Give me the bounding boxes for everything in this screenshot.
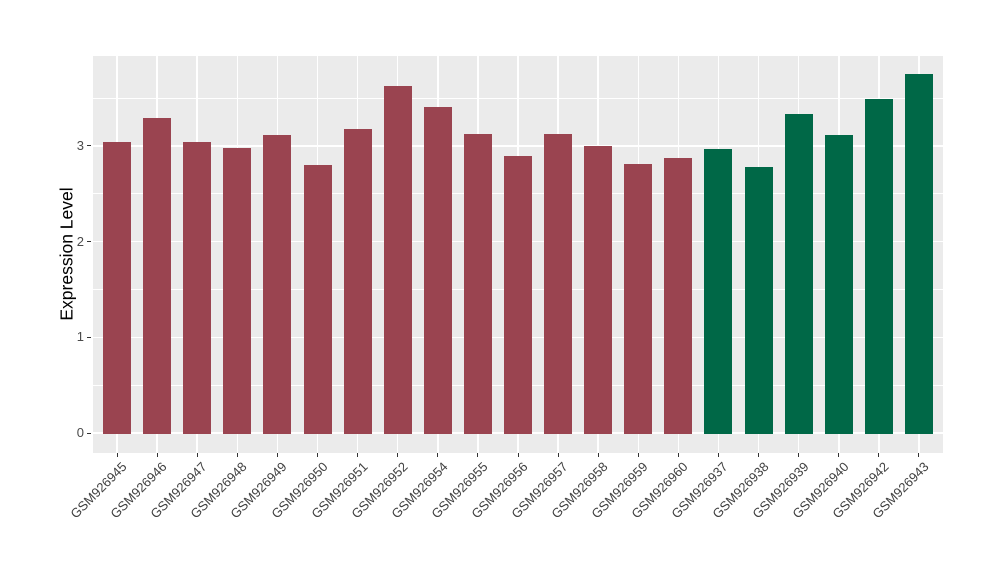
x-tick-mark: [196, 453, 198, 457]
bar-GSM926946: [143, 118, 172, 434]
bar-GSM926940: [824, 135, 853, 434]
bar-GSM926958: [584, 145, 613, 434]
x-tick-mark: [236, 453, 238, 457]
bar-GSM926955: [463, 134, 492, 434]
x-tick-mark: [397, 453, 399, 457]
x-tick-mark: [918, 453, 920, 457]
x-tick-mark: [758, 453, 760, 457]
bar-GSM926948: [223, 147, 252, 434]
bar-GSM926952: [383, 85, 412, 434]
bar-GSM926951: [343, 128, 372, 434]
bar-GSM926959: [624, 164, 653, 434]
bar-GSM926947: [183, 142, 212, 434]
y-tick-mark: [87, 432, 91, 434]
x-tick-mark: [477, 453, 479, 457]
bar-GSM926937: [704, 148, 733, 434]
bar-GSM926956: [504, 156, 532, 434]
y-tick-label: 3: [76, 137, 84, 153]
y-tick-mark: [87, 336, 91, 338]
x-tick-mark: [597, 453, 599, 457]
x-tick-mark: [276, 453, 278, 457]
bar-GSM926957: [544, 134, 573, 434]
x-tick-mark: [717, 453, 719, 457]
bar-GSM926949: [263, 135, 292, 434]
x-tick-mark: [437, 453, 439, 457]
bar-GSM926950: [303, 165, 332, 434]
x-tick-mark: [557, 453, 559, 457]
x-tick-mark: [677, 453, 679, 457]
x-tick-mark: [357, 453, 359, 457]
y-tick-label: 0: [76, 425, 84, 440]
bar-GSM926943: [904, 74, 933, 434]
y-tick-label: 2: [76, 233, 84, 249]
y-tick-mark: [87, 241, 91, 243]
bar-GSM926938: [744, 167, 773, 434]
y-axis-title: Expression Level: [56, 187, 77, 321]
x-tick-mark: [517, 453, 519, 457]
y-tick-mark: [87, 145, 91, 147]
bar-GSM926942: [864, 99, 893, 434]
plot-panel: [93, 56, 943, 453]
x-tick-mark: [156, 453, 158, 457]
bar-GSM926945: [103, 142, 132, 434]
x-tick-mark: [317, 453, 319, 457]
x-tick-mark: [637, 453, 639, 457]
x-tick-mark: [798, 453, 800, 457]
x-tick-mark: [116, 453, 118, 457]
x-tick-mark: [838, 453, 840, 457]
bar-GSM926960: [664, 158, 693, 434]
y-tick-label: 1: [76, 329, 84, 345]
x-tick-mark: [878, 453, 880, 457]
bar-GSM926939: [784, 114, 813, 434]
bar-GSM926954: [423, 106, 452, 434]
